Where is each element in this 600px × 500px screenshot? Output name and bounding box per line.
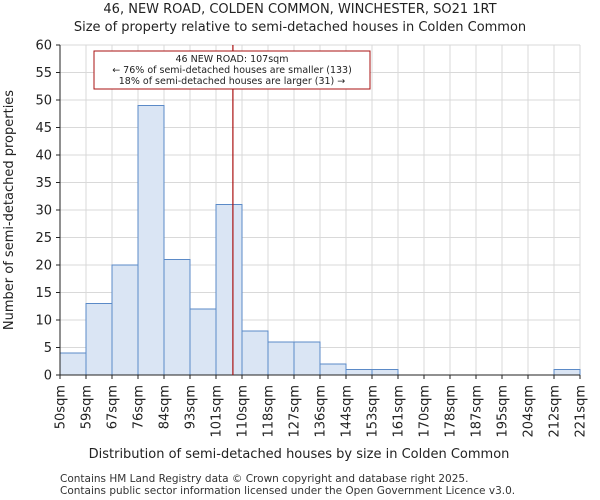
y-tick-label: 10	[35, 314, 52, 329]
y-tick-label: 40	[35, 149, 52, 164]
bar-144sqm	[345, 369, 373, 376]
y-tick-label: 60	[35, 39, 52, 54]
y-tick-label: 20	[35, 259, 52, 274]
x-axis-label: Distribution of semi-detached houses by …	[89, 447, 510, 462]
x-tick-label: 59sqm	[80, 385, 95, 429]
chart-title: 46, NEW ROAD, COLDEN COMMON, WINCHESTER,…	[103, 2, 497, 17]
annotation-line-2: ← 76% of semi-detached houses are smalle…	[112, 65, 352, 76]
y-tick-label: 35	[35, 176, 52, 191]
bars-layer	[59, 105, 581, 376]
annotation-box: 46 NEW ROAD: 107sqm ← 76% of semi-detach…	[93, 50, 371, 90]
footer-line-1: Contains HM Land Registry data © Crown c…	[60, 473, 469, 485]
y-tick-label: 0	[44, 369, 52, 384]
footer-line-2: Contains public sector information licen…	[60, 485, 516, 497]
bar-127sqm	[293, 341, 321, 376]
y-tick-label: 25	[35, 231, 52, 246]
x-tick-label: 195sqm	[496, 385, 511, 438]
x-tick-label: 50sqm	[54, 385, 69, 429]
x-tick-label: 127sqm	[288, 385, 303, 438]
annotation-line-1: 46 NEW ROAD: 107sqm	[176, 54, 289, 65]
y-tick-label: 5	[44, 341, 52, 356]
x-tick-label: 170sqm	[418, 385, 433, 438]
y-tick-label: 15	[35, 286, 52, 301]
bar-136sqm	[319, 363, 347, 376]
annotation-line-3: 18% of semi-detached houses are larger (…	[119, 76, 346, 87]
y-tick-label: 50	[35, 94, 52, 109]
bar-110sqm	[241, 330, 269, 376]
x-tick-label: 178sqm	[444, 385, 459, 438]
x-tick-label: 153sqm	[366, 385, 381, 438]
x-tick-labels: 50sqm 59sqm 67sqm 76sqm 84sqm 93sqm 101sqm 110s…	[54, 375, 589, 438]
bar-84sqm	[163, 259, 191, 376]
x-tick-label: 144sqm	[340, 385, 355, 438]
x-tick-label: 187sqm	[470, 385, 485, 438]
x-tick-label: 67sqm	[106, 385, 121, 429]
y-tick-label: 30	[35, 204, 52, 219]
bar-212sqm	[553, 369, 581, 376]
bar-153sqm	[371, 369, 399, 376]
bar-50sqm	[59, 352, 87, 376]
x-tick-label: 204sqm	[522, 385, 537, 438]
bar-76sqm	[137, 105, 165, 376]
bar-67sqm	[111, 264, 139, 376]
bar-59sqm	[85, 303, 113, 376]
x-tick-label: 110sqm	[236, 385, 251, 438]
y-tick-labels: 0 5 10 15 20 25 30 35 40 45 50 55 60	[35, 39, 60, 384]
y-tick-label: 45	[35, 121, 52, 136]
bar-118sqm	[267, 341, 295, 376]
y-axis-label: Number of semi-detached properties	[2, 90, 17, 330]
x-tick-label: 161sqm	[392, 385, 407, 438]
chart-subtitle: Size of property relative to semi-detach…	[73, 20, 527, 35]
x-tick-label: 136sqm	[314, 385, 329, 438]
x-tick-label: 212sqm	[548, 385, 563, 438]
x-tick-label: 93sqm	[184, 385, 199, 429]
x-tick-label: 101sqm	[210, 385, 225, 438]
x-tick-label: 84sqm	[158, 385, 173, 429]
x-tick-label: 76sqm	[132, 385, 147, 429]
x-tick-label: 118sqm	[262, 385, 277, 438]
x-tick-label: 221sqm	[574, 385, 589, 438]
y-tick-label: 55	[35, 66, 52, 81]
bar-93sqm	[189, 308, 217, 376]
bar-101sqm	[215, 204, 243, 376]
